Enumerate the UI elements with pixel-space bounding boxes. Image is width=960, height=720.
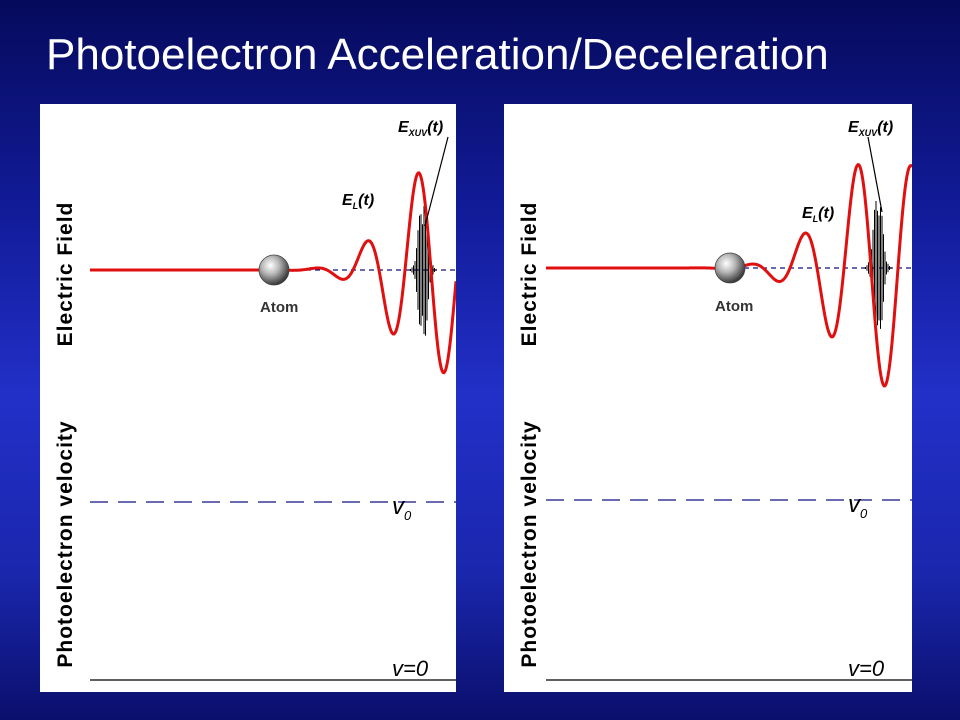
laser-field-label: EL(t) <box>342 192 374 211</box>
xuv-field-label: EXUV(t) <box>398 119 443 138</box>
field-diagram-right: Atom EL(t) EXUV(t) v0 v=0 <box>546 119 912 681</box>
field-diagram-left: Atom EL(t) EXUV(t) v0 v=0 <box>90 119 456 681</box>
zero-velocity-label: v=0 <box>848 656 885 681</box>
v0-label: v0 <box>848 491 868 521</box>
atom-label: Atom <box>715 298 753 315</box>
xuv-field-label: EXUV(t) <box>848 119 893 138</box>
xuv-label-leader <box>424 136 449 227</box>
zero-velocity-label: v=0 <box>392 656 429 681</box>
atom-sphere <box>258 254 290 286</box>
diagram-panel-right: Electric Field Photoelectron velocity At… <box>504 104 912 692</box>
atom-sphere <box>714 252 746 284</box>
diagram-panel-left: Electric Field Photoelectron velocity At… <box>40 104 456 692</box>
slide-title: Photoelectron Acceleration/Deceleration <box>46 30 829 79</box>
v0-label: v0 <box>392 493 412 523</box>
laser-field-label: EL(t) <box>802 205 834 224</box>
xuv-label-leader <box>867 136 883 213</box>
atom-label: Atom <box>260 299 298 316</box>
